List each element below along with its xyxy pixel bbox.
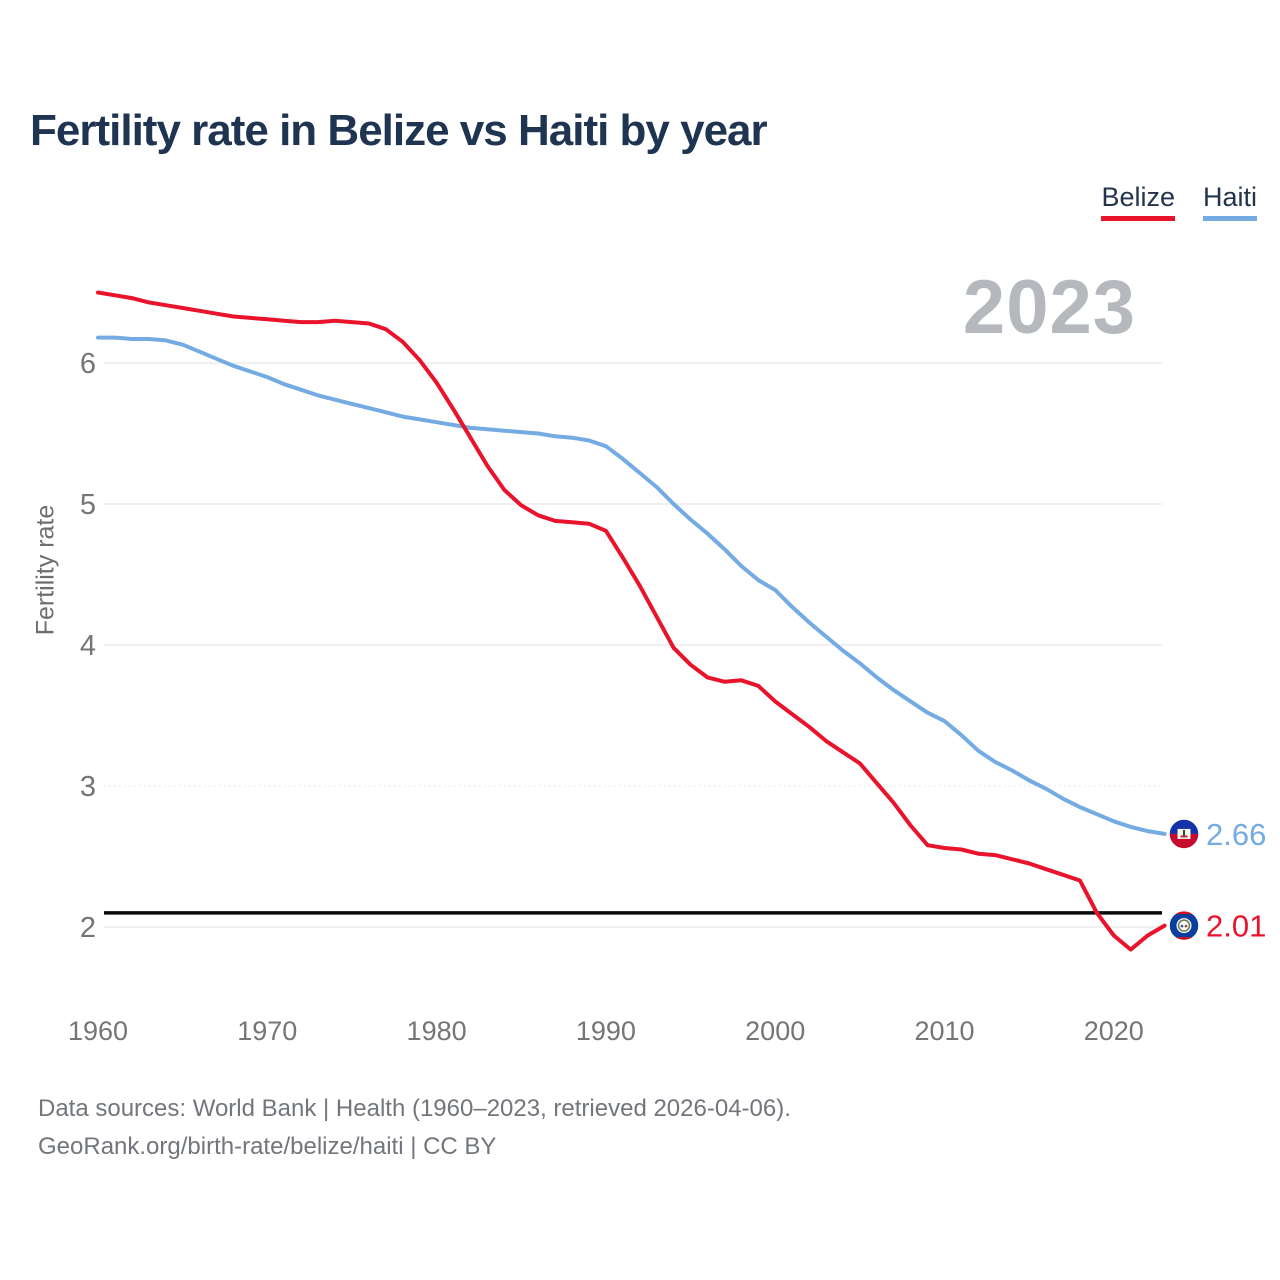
y-tick-6: 6 <box>80 348 96 380</box>
x-tick-1960: 1960 <box>68 1016 128 1046</box>
page-title: Fertility rate in Belize vs Haiti by yea… <box>30 106 768 155</box>
belize-end-value: 2.01 <box>1206 909 1266 944</box>
x-tick-2000: 2000 <box>745 1016 805 1046</box>
haiti-line <box>96 335 1167 836</box>
x-tick-2010: 2010 <box>914 1016 974 1046</box>
legend: Belize Haiti <box>1101 182 1257 221</box>
haiti-end-value: 2.66 <box>1206 817 1266 852</box>
x-tick-1980: 1980 <box>407 1016 467 1046</box>
attribution-line: GeoRank.org/birth-rate/belize/haiti | CC… <box>38 1133 497 1160</box>
x-tick-1990: 1990 <box>576 1016 636 1046</box>
data-sources-line: Data sources: World Bank | Health (1960–… <box>38 1095 791 1122</box>
y-tick-2: 2 <box>80 912 96 944</box>
y-tick-5: 5 <box>80 489 96 521</box>
year-watermark: 2023 <box>962 265 1136 350</box>
legend-item-haiti[interactable]: Haiti <box>1202 182 1257 221</box>
y-tick-3: 3 <box>80 771 96 803</box>
belize-flag-icon <box>1167 908 1201 943</box>
x-tick-2020: 2020 <box>1084 1016 1144 1046</box>
footer: Data sources: World Bank | Health (1960–… <box>38 1090 791 1166</box>
haiti-flag-icon <box>1167 817 1201 851</box>
y-tick-4: 4 <box>80 630 96 662</box>
belize-line <box>96 290 1167 952</box>
legend-item-belize[interactable]: Belize <box>1101 182 1175 221</box>
x-tick-1970: 1970 <box>237 1016 297 1046</box>
